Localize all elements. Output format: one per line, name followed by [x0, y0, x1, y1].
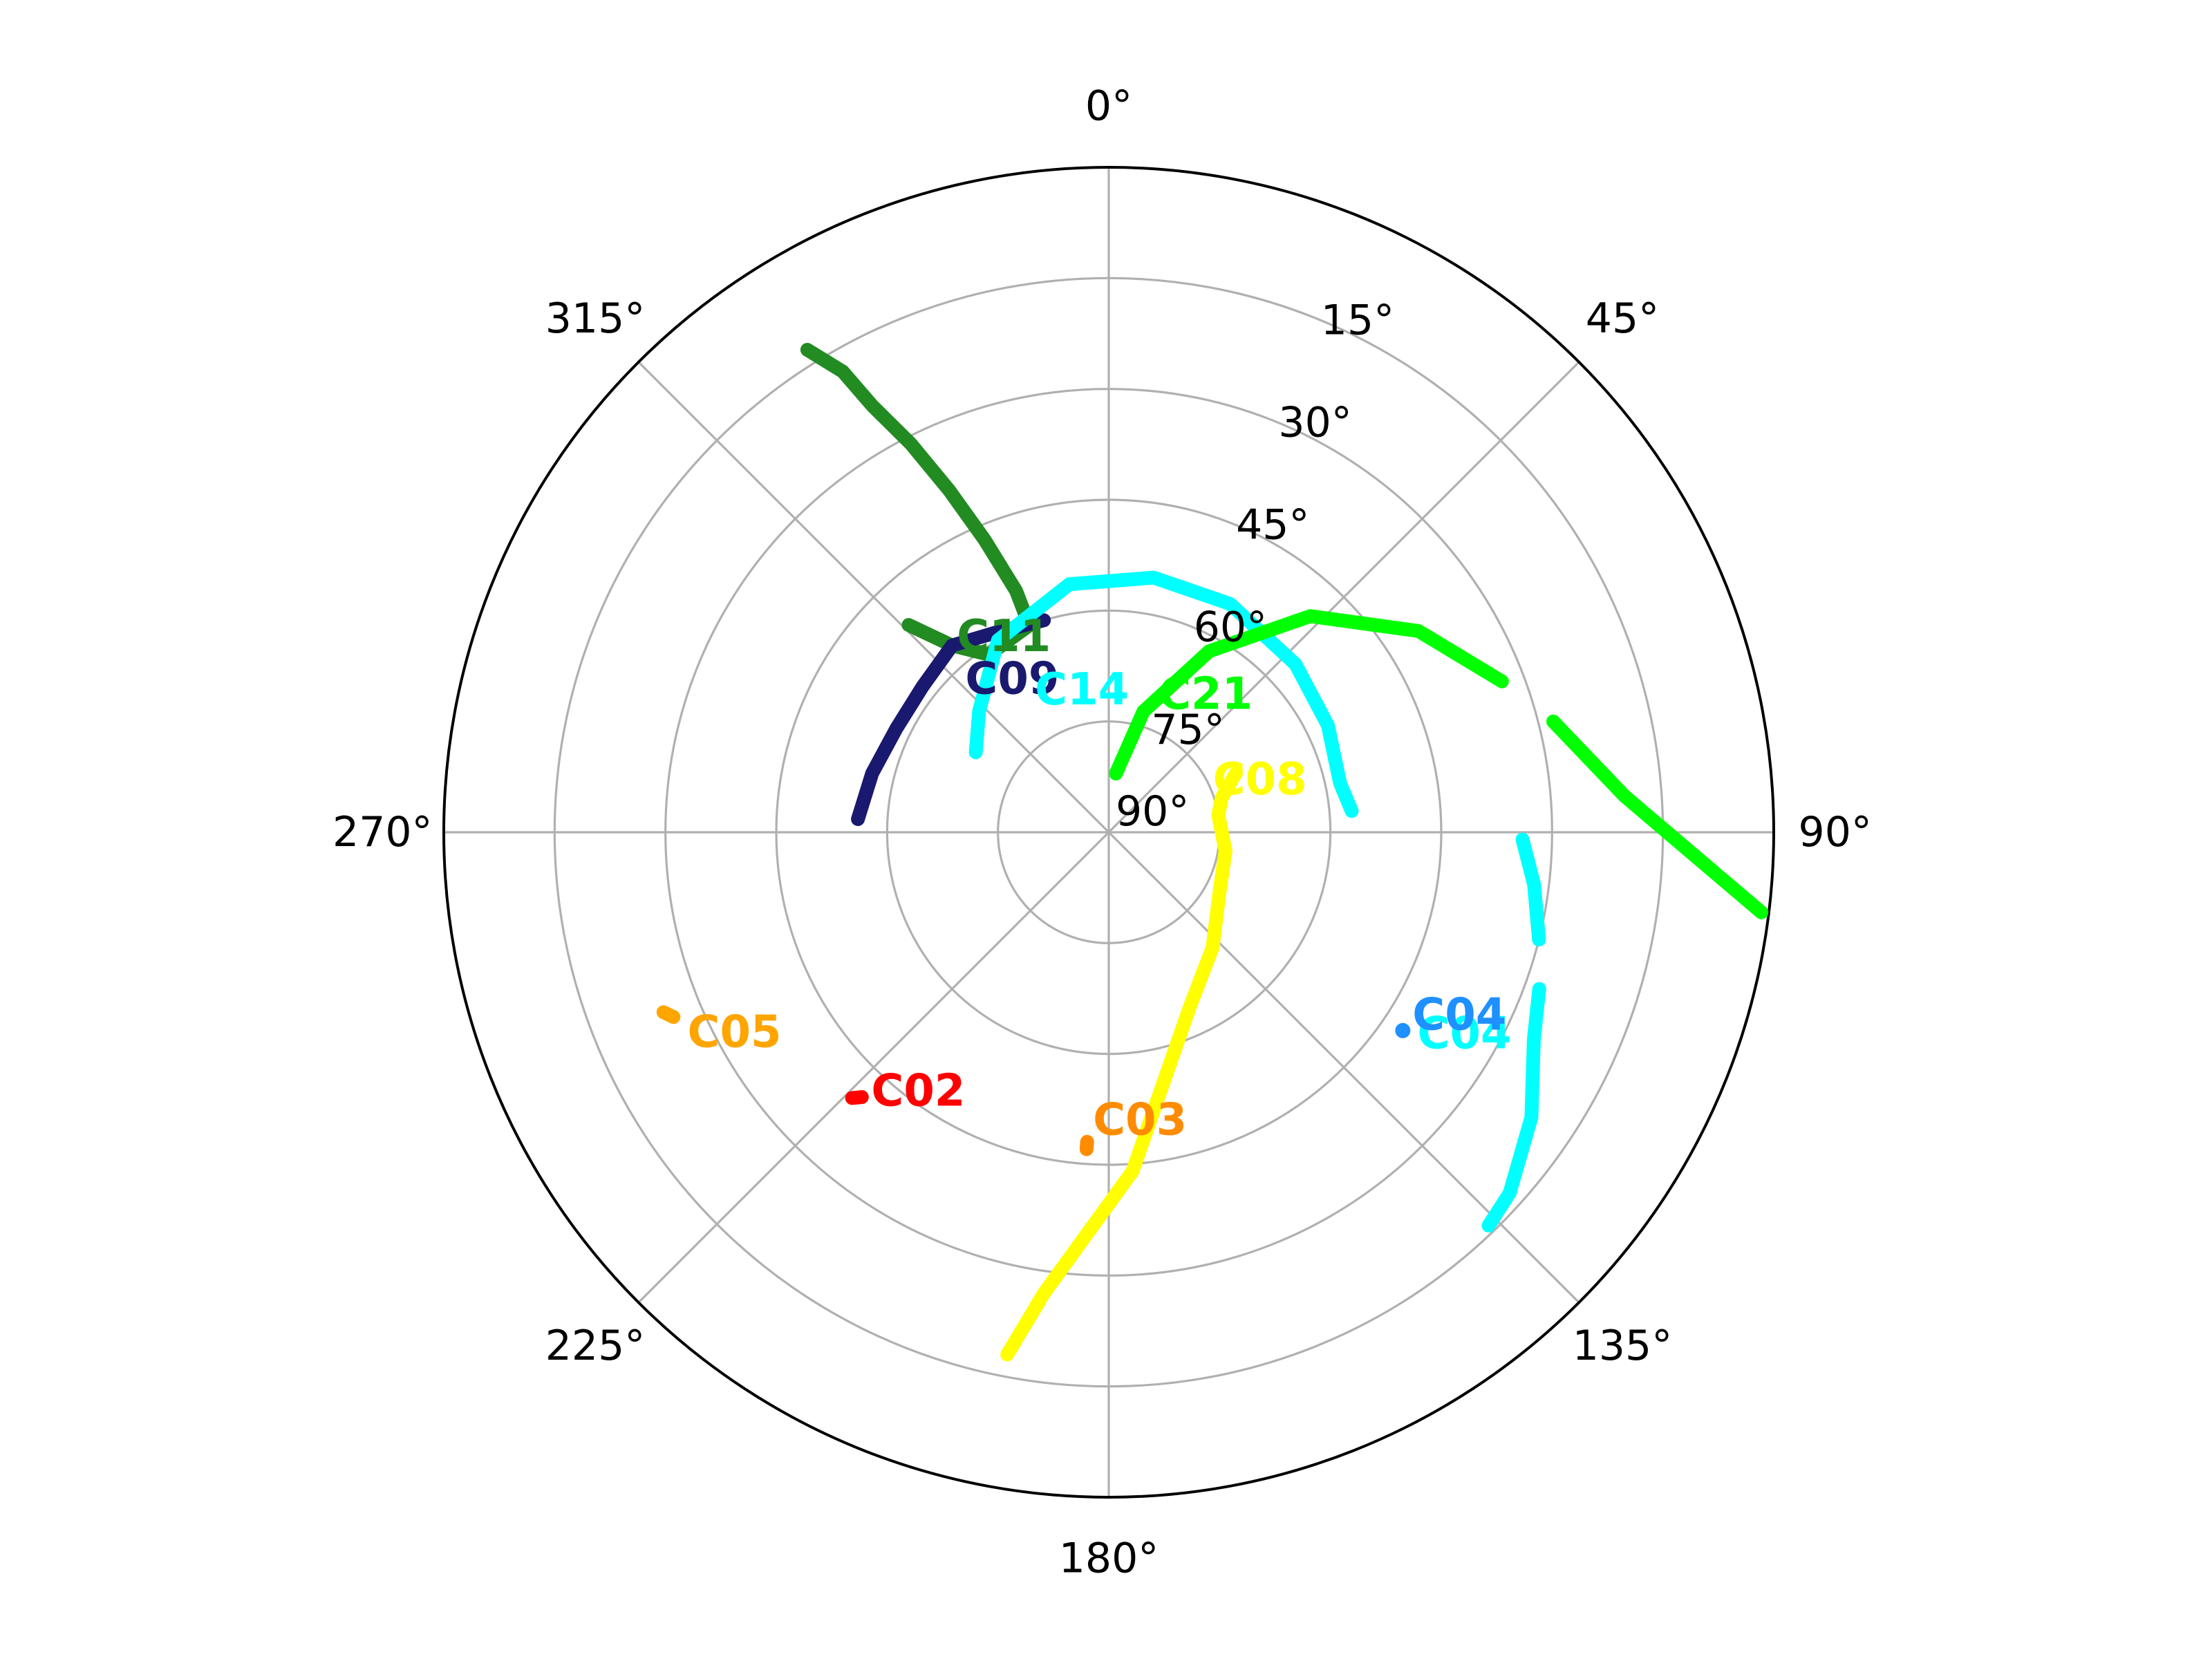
azimuth-tick-label: 270°	[332, 808, 433, 856]
azimuth-tick-label: 0°	[1085, 82, 1132, 130]
elevation-tick-label: 60°	[1194, 603, 1267, 652]
track-c14-seg-0	[968, 570, 1359, 818]
satellite-label-c14: C14	[1035, 664, 1129, 715]
azimuth-tick-label: 90°	[1799, 808, 1872, 856]
azimuth-tick-label: 45°	[1586, 294, 1659, 343]
track-c08-seg-0	[1000, 766, 1244, 1362]
track-point-c04	[1395, 1022, 1411, 1038]
satellite-label-c11: C11	[957, 611, 1051, 662]
satellite-label-c08: C08	[1213, 754, 1307, 805]
satellite-label-c02: C02	[871, 1065, 965, 1116]
polar-grid	[442, 166, 1775, 1499]
tick-labels: 0° 45° 90° 135° 180° 225° 270° 315° 15° 30° 45° 60°…	[332, 82, 1872, 1582]
satellite-label-c03: C03	[1093, 1095, 1187, 1146]
azimuth-tick-label: 180°	[1059, 1535, 1159, 1583]
elevation-tick-label: 75°	[1151, 706, 1224, 754]
elevation-tick-label: 90°	[1116, 787, 1189, 836]
satellite-label-c04: C04	[1418, 1009, 1512, 1060]
satellite-tracks	[656, 343, 1769, 1362]
satellite-label-c21: C21	[1159, 669, 1253, 720]
azimuth-spoke-45	[1107, 361, 1580, 834]
satellite-label-c05: C05	[687, 1007, 781, 1058]
azimuth-spoke-225	[637, 831, 1110, 1304]
satellite-label-c09: C09	[965, 654, 1059, 705]
track-c11-seg-0	[800, 343, 1037, 662]
azimuth-tick-label: 315°	[545, 294, 646, 343]
azimuth-spoke-315	[637, 361, 1110, 834]
track-c04-seg-0	[1515, 832, 1546, 947]
elevation-tick-label: 15°	[1321, 296, 1394, 344]
azimuth-tick-label: 225°	[545, 1322, 646, 1370]
elevation-tick-label: 30°	[1278, 398, 1351, 447]
track-c02-seg-0	[845, 1090, 869, 1105]
track-c05-seg-0	[656, 1005, 681, 1024]
track-c21-seg-0	[1109, 609, 1509, 781]
azimuth-spoke-135	[1107, 831, 1580, 1304]
elevation-tick-label: 45°	[1236, 501, 1309, 550]
azimuth-tick-label: 135°	[1573, 1322, 1673, 1370]
track-c21-seg-1	[1546, 714, 1769, 919]
satellite-label-c04: C04	[1412, 989, 1506, 1040]
outer-frame	[442, 166, 1775, 1499]
track-c04-seg-1	[1481, 982, 1546, 1232]
